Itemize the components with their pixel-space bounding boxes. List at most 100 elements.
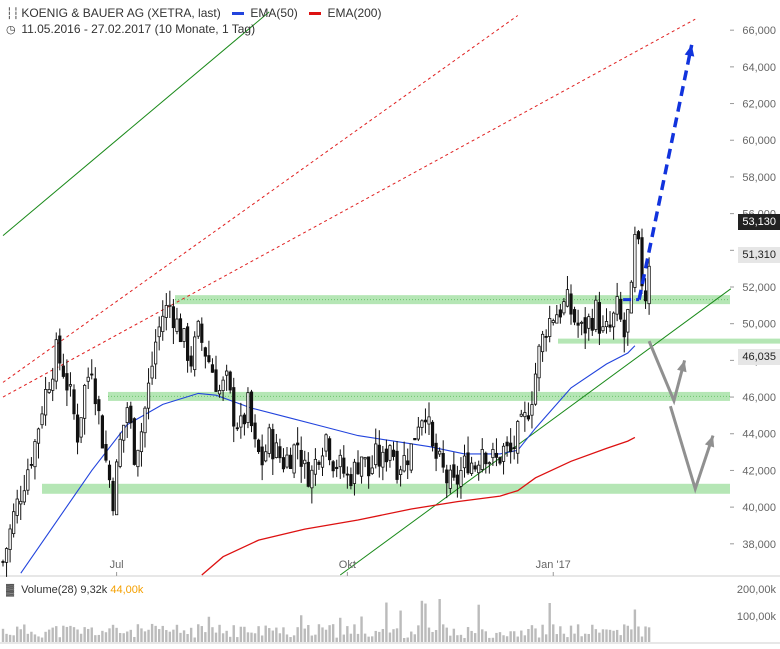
candle-body [608,324,612,328]
candle-body [615,296,619,315]
candle-body [242,414,246,425]
volume-bar [431,631,434,642]
price-axis: 38,00040,00042,00044,00046,00048,00050,0… [730,25,776,551]
volume-bar [214,632,218,642]
volume-bar [197,624,200,642]
candle-body [207,355,211,363]
volume-bar [530,625,534,642]
candle-body [498,457,502,464]
volume-bar [97,634,101,642]
candle-body [232,387,236,427]
period-label: (10 Monate, 1 Tag) [154,22,256,36]
volume-bar [523,635,527,642]
red-channel-line [2,15,519,383]
volume-bar [129,629,132,642]
volume-bar [612,630,615,642]
volume-bar [481,629,484,642]
candle-body [171,306,175,329]
candle-body [583,317,587,334]
candle-body [367,456,371,477]
volume-bar [406,637,409,642]
candle-body [97,399,101,412]
candle-body [374,443,378,466]
candle-body [597,302,602,334]
candle-body [83,384,87,419]
volume-bar [473,633,477,642]
candle-body [139,431,144,453]
candle-body [633,234,637,288]
volume-bar [133,636,136,642]
candle-body [594,299,598,330]
volume-bar [587,633,590,642]
candle-body [555,314,559,324]
clock-icon: ◷ [6,24,16,36]
candle-body [256,439,261,453]
volume-bar [541,624,544,642]
volume-bar [445,627,448,642]
support-resistance-zone [558,338,780,344]
candle-body [203,347,207,357]
volume-bars [1,599,651,642]
y-tick-label: 46,000 [742,392,776,404]
volume-bar [289,637,292,642]
candle-body [338,454,342,468]
volume-bar [548,603,551,642]
volume-bar [339,617,342,642]
volume-bar [243,626,246,642]
volume-bar [434,630,438,642]
candle-body [619,298,623,320]
volume-bar [8,634,12,642]
volume-bar [399,610,402,642]
volume-bar [594,629,598,642]
volume-bar [463,637,466,642]
candle-body [288,454,293,469]
candle-body [154,341,158,365]
volume-bar [33,634,37,642]
volume-bar [285,634,289,642]
ema200-swatch [309,12,322,16]
candle-body [129,405,133,424]
candle-body [569,293,573,315]
candle-body [61,365,65,377]
candle-body [33,441,37,468]
volume-bar [438,599,441,642]
volume-bar [644,626,647,642]
volume-bar [580,636,583,642]
candle-body [136,449,140,468]
volume-bar [534,628,537,642]
support-badge: 46,035 [738,349,780,365]
x-tick-label: Okt [339,559,356,571]
candle-body [36,428,41,444]
candle-body [118,438,122,467]
volume-bar [378,631,381,642]
volume-bar [495,632,498,642]
volume-bar [402,638,406,642]
volume-bar [307,625,310,642]
volume-bar [104,632,108,642]
candle-body [491,449,495,459]
candle-body [164,305,168,318]
volume-bar [601,629,605,642]
volume-bar [459,634,463,642]
candle-body [416,426,420,440]
candle-body [335,466,339,470]
candle-body [519,413,523,417]
volume-bar [374,630,377,642]
volume-bar [605,629,608,642]
ema200-legend-label: EMA(200) [327,6,382,20]
volume-bar [392,629,395,642]
volume-bar [126,631,129,642]
volume-bar [253,633,257,642]
volume-bar [608,629,612,642]
volume-bar [527,629,530,642]
volume-bar [193,637,196,642]
candle-body [132,418,136,465]
candle-body [15,498,19,516]
x-tick-label: Jul [110,559,124,571]
candle-body [427,416,431,425]
candle-body [175,318,179,332]
volume-bar [246,632,250,642]
volume-bar [630,629,633,642]
candle-body [29,464,34,466]
volume-bar [90,627,93,642]
